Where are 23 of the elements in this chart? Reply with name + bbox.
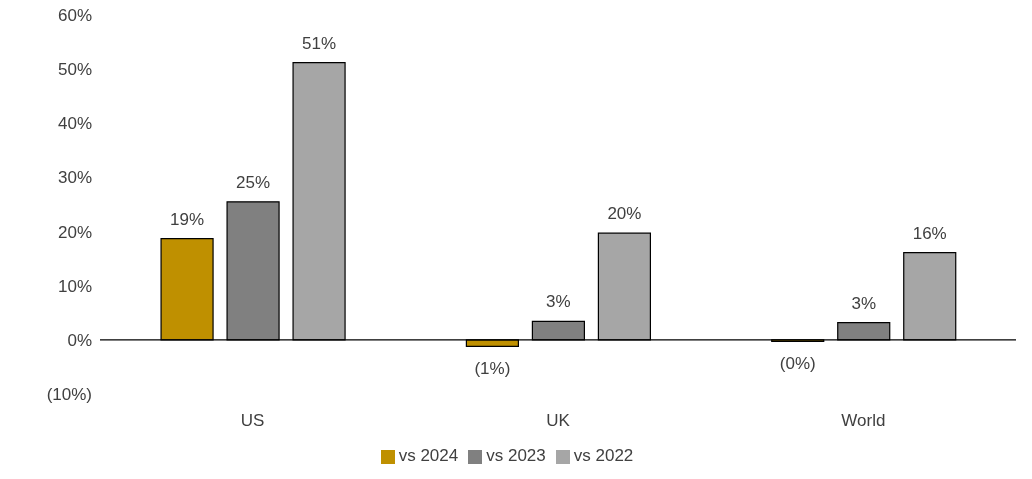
x-tick-label: US — [240, 411, 265, 431]
legend-label: vs 2024 — [398, 446, 459, 465]
y-tick-label: 50% — [57, 60, 92, 80]
legend-label: vs 2022 — [573, 446, 634, 465]
y-tick-label: 30% — [57, 168, 92, 188]
legend-label: vs 2023 — [486, 446, 546, 465]
y-tick-label: 0% — [67, 330, 92, 350]
y-tick-label: 60% — [57, 6, 92, 26]
y-tick-label: (10%) — [46, 385, 92, 405]
x-tick-label: World — [841, 411, 886, 431]
y-tick-label: 10% — [57, 276, 92, 296]
x-tick-label: UK — [546, 411, 571, 431]
y-tick-label: 20% — [57, 222, 92, 242]
data-label: 25% — [236, 172, 271, 192]
data-label: 51% — [302, 33, 337, 53]
y-tick-label: 40% — [57, 114, 92, 134]
data-label: (1%) — [474, 359, 511, 379]
data-label: 3% — [546, 292, 571, 312]
data-label: 3% — [851, 293, 877, 313]
data-label: 20% — [607, 204, 642, 224]
data-label: 19% — [170, 209, 205, 229]
data-label: 16% — [912, 223, 947, 243]
data-label: (0%) — [779, 354, 816, 374]
